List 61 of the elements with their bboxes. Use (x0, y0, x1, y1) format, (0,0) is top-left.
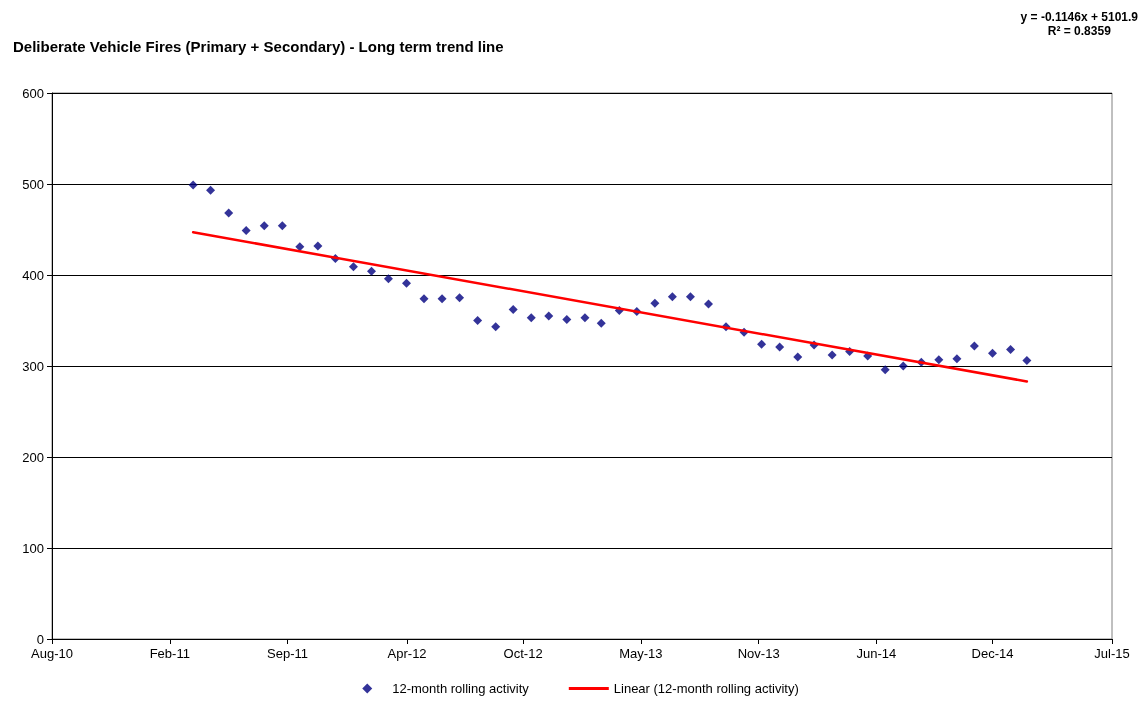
point (348, 262, 358, 272)
x-tick-label: Jul-15 (1094, 646, 1130, 661)
point (1006, 345, 1016, 355)
point (206, 185, 216, 195)
x-tick-label: Feb-11 (149, 646, 190, 661)
point (757, 339, 767, 349)
legend-label: 12-month rolling activity (392, 681, 530, 696)
x-tick-label: Apr-12 (387, 646, 427, 661)
point (383, 274, 393, 284)
point (898, 361, 908, 371)
point (473, 316, 483, 325)
point (880, 365, 890, 375)
point (580, 313, 590, 323)
y-tick-label: 400 (22, 267, 44, 283)
point (295, 242, 305, 252)
point (188, 180, 198, 190)
x-tick-label: Jun-14 (856, 646, 897, 661)
point (827, 350, 837, 360)
point (259, 221, 269, 231)
x-tick-label: Dec-14 (971, 646, 1014, 661)
point (277, 221, 287, 231)
point (544, 311, 554, 321)
text: R² = 0.8359 (1047, 24, 1112, 38)
point (313, 241, 323, 251)
y-tick-label: 0 (36, 631, 44, 647)
legend-label: Linear (12-month rolling activity) (613, 681, 799, 696)
point (562, 315, 572, 325)
point (667, 292, 677, 302)
point (419, 294, 429, 304)
x-tick-label: Nov-13 (737, 646, 780, 661)
text: y = -0.1146x + 5101.9 (1020, 10, 1139, 24)
point (650, 298, 660, 308)
point (402, 278, 411, 288)
y-tick-label: 200 (22, 449, 44, 465)
point (224, 208, 234, 218)
point (437, 294, 447, 304)
point (596, 318, 606, 328)
point (969, 341, 979, 351)
y-tick-label: 300 (22, 358, 44, 374)
point (508, 305, 518, 315)
point (491, 322, 501, 332)
x-tick-label: Oct-12 (503, 646, 543, 661)
y-tick-label: 600 (22, 85, 44, 101)
point (952, 354, 962, 364)
point (367, 266, 377, 276)
point (1022, 356, 1032, 366)
x-tick-label: Sep-11 (267, 646, 309, 661)
point (704, 299, 714, 309)
point (934, 355, 944, 365)
point (241, 225, 251, 235)
point (455, 293, 465, 303)
y-tick-label: 500 (22, 176, 44, 192)
x-tick-label: May-13 (619, 646, 663, 661)
chart-title: Deliberate Vehicle Fires (Primary + Secondary) - Long term trend line (13, 38, 504, 55)
point (793, 352, 803, 362)
point (685, 292, 695, 302)
point (775, 342, 785, 352)
point (987, 348, 997, 358)
y-tick-label: 100 (22, 540, 44, 556)
point (526, 313, 536, 323)
x-tick-label: Aug-10 (31, 646, 73, 661)
